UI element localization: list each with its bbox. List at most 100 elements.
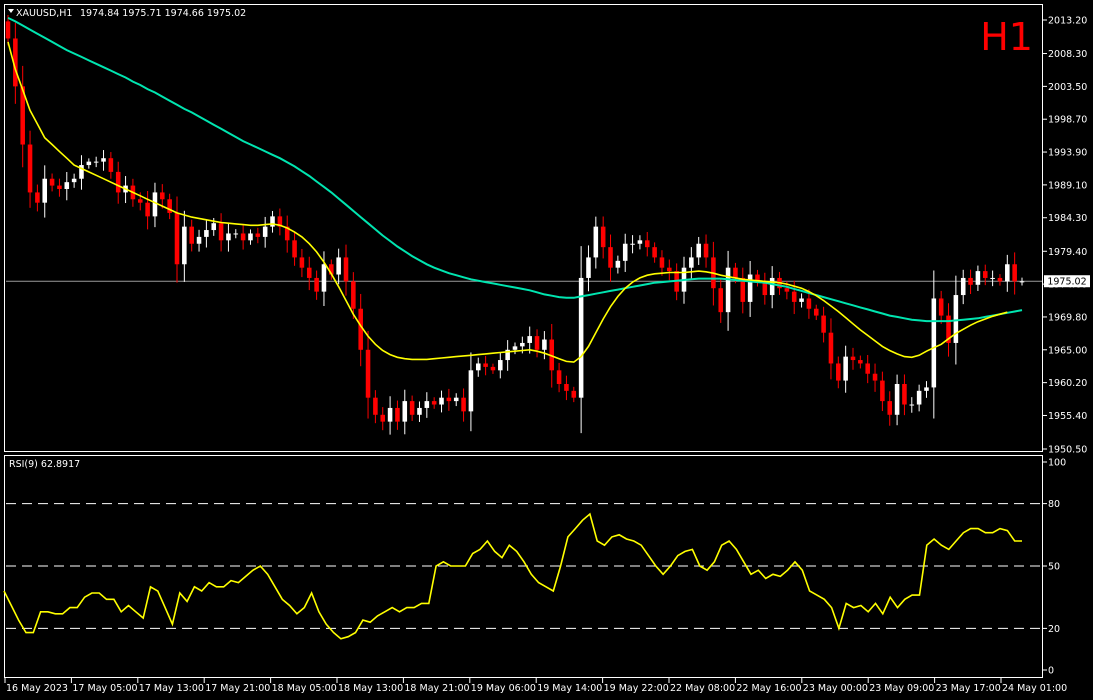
candle bbox=[329, 259, 334, 280]
time-tick-label: 16 May 2023 bbox=[6, 683, 68, 694]
candle bbox=[1005, 254, 1010, 292]
time-tick-label: 19 May 06:00 bbox=[471, 683, 536, 694]
candle bbox=[542, 331, 547, 360]
symbol-label[interactable]: XAUUSD,H1 bbox=[16, 8, 72, 19]
candle bbox=[196, 229, 202, 252]
candle bbox=[160, 184, 165, 209]
candle bbox=[828, 318, 834, 380]
price-tick-label: 1955.40 bbox=[1048, 411, 1087, 422]
current-price-label: 1975.02 bbox=[1044, 275, 1090, 288]
candle bbox=[534, 329, 540, 358]
time-tick-label: 18 May 05:00 bbox=[272, 683, 337, 694]
time-tick-label: 19 May 22:00 bbox=[604, 683, 669, 694]
candle bbox=[468, 352, 474, 432]
candle bbox=[255, 227, 261, 244]
candle bbox=[35, 184, 40, 212]
candle bbox=[233, 229, 239, 239]
candle bbox=[108, 152, 114, 179]
candle bbox=[652, 242, 657, 263]
candle bbox=[13, 22, 18, 104]
candle bbox=[306, 256, 312, 291]
candle bbox=[593, 216, 599, 269]
candle bbox=[689, 247, 694, 280]
candle bbox=[909, 397, 915, 413]
candle bbox=[498, 352, 503, 379]
candle bbox=[174, 196, 180, 283]
candle bbox=[1019, 277, 1025, 286]
candle bbox=[145, 190, 150, 230]
candle bbox=[5, 15, 11, 46]
candle bbox=[27, 130, 33, 208]
candle bbox=[938, 290, 944, 324]
price-tick-label: 1984.30 bbox=[1048, 213, 1087, 224]
candle bbox=[858, 355, 863, 369]
time-tick-label: 18 May 21:00 bbox=[404, 683, 469, 694]
candle bbox=[373, 390, 378, 424]
price-axis: 2013.20 2008.30 2003.50 1998.70 1993.90 1989.… bbox=[1042, 16, 1087, 456]
candle bbox=[402, 389, 408, 435]
candle bbox=[703, 234, 709, 268]
candle bbox=[564, 375, 569, 401]
candle bbox=[997, 274, 1003, 286]
time-axis: 16 May 2023 17 May 05:00 17 May 13:00 17 Ma… bbox=[4, 678, 1067, 694]
candle bbox=[351, 272, 356, 319]
candle bbox=[894, 374, 900, 426]
candle bbox=[600, 216, 606, 259]
time-tick-label: 23 May 00:00 bbox=[803, 683, 868, 694]
price-tick-label: 2013.20 bbox=[1048, 16, 1087, 27]
candle bbox=[865, 355, 870, 384]
candle bbox=[850, 347, 856, 370]
candle bbox=[813, 304, 819, 321]
candle bbox=[387, 396, 393, 435]
candle bbox=[380, 407, 386, 431]
candle bbox=[292, 232, 297, 266]
candle bbox=[86, 158, 92, 169]
price-tick-label: 1950.50 bbox=[1048, 445, 1087, 456]
candle bbox=[64, 171, 70, 201]
rsi-tick-label: 100 bbox=[1048, 458, 1066, 469]
candle bbox=[887, 391, 893, 426]
candle bbox=[182, 210, 187, 282]
symbol-menu-icon[interactable] bbox=[8, 9, 14, 13]
candle bbox=[483, 355, 488, 376]
candle bbox=[167, 193, 172, 220]
time-tick-label: 17 May 21:00 bbox=[205, 683, 270, 694]
candle bbox=[218, 213, 224, 252]
candle bbox=[718, 278, 724, 323]
price-tick-label: 2003.50 bbox=[1048, 82, 1087, 93]
ohlc-label: 1974.84 1975.71 1974.66 1975.02 bbox=[80, 8, 246, 19]
time-tick-label: 24 May 01:00 bbox=[1002, 683, 1067, 694]
candle bbox=[644, 232, 650, 257]
candle bbox=[578, 246, 584, 434]
candle bbox=[916, 384, 922, 412]
candle bbox=[843, 345, 848, 393]
candle bbox=[314, 270, 319, 300]
candle bbox=[461, 388, 466, 422]
time-tick-label: 17 May 13:00 bbox=[139, 683, 204, 694]
candle bbox=[505, 340, 510, 371]
candle bbox=[299, 248, 305, 278]
rsi-tick-label: 50 bbox=[1048, 562, 1060, 573]
candle bbox=[446, 388, 452, 411]
price-tick-label: 1960.20 bbox=[1048, 378, 1087, 389]
candle bbox=[475, 357, 481, 377]
candle bbox=[431, 397, 437, 409]
candle bbox=[931, 270, 937, 419]
rsi-axis: 100 80 50 20 0 bbox=[1042, 458, 1066, 677]
candle bbox=[93, 156, 99, 168]
rsi-title: RSI(9) 62.8917 bbox=[9, 459, 80, 470]
price-tick-label: 1998.70 bbox=[1048, 115, 1087, 126]
candle bbox=[115, 161, 121, 204]
candle bbox=[240, 225, 246, 250]
candle bbox=[20, 65, 25, 168]
candle bbox=[982, 264, 988, 286]
candle bbox=[42, 165, 48, 218]
candle bbox=[453, 393, 459, 407]
candle bbox=[902, 374, 907, 416]
candle bbox=[321, 251, 327, 306]
candle bbox=[924, 381, 929, 398]
candles bbox=[5, 15, 1025, 435]
candle bbox=[49, 173, 55, 192]
candle bbox=[343, 244, 349, 296]
candle bbox=[189, 219, 194, 252]
